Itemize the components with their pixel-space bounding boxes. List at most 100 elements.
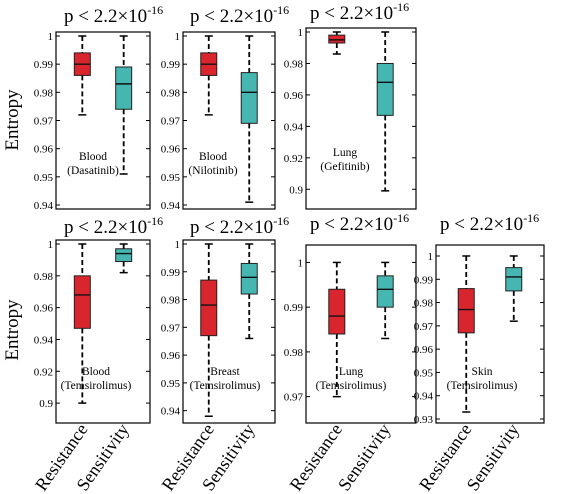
box-resistance xyxy=(200,35,218,116)
panel-annotation: (Temsirolimus) xyxy=(316,380,387,392)
y-tick-label: 0.98 xyxy=(414,298,434,310)
y-tick-label: 0.97 xyxy=(161,116,181,128)
box-iqr xyxy=(505,267,523,292)
y-tick-label: 0.97 xyxy=(284,392,304,404)
y-tick-label: 1 xyxy=(298,27,304,39)
y-tick-label: 0.97 xyxy=(34,116,54,128)
box-sensitivity xyxy=(376,261,394,340)
panel-title: p < 2.2×10-16 xyxy=(64,3,163,27)
box-iqr xyxy=(328,34,346,44)
y-tick-label: 0.94 xyxy=(161,406,181,418)
panel-annotation: Blood xyxy=(82,366,110,378)
y-tick-label: 0.9 xyxy=(39,398,53,410)
box-resistance xyxy=(328,261,346,398)
y-tick-label: 0.95 xyxy=(161,172,181,184)
plot-frame xyxy=(305,244,417,424)
y-tick-label: 0.95 xyxy=(161,378,181,390)
y-tick-label: 1 xyxy=(48,239,54,251)
box-resistance xyxy=(200,243,218,417)
y-tick-label: 0.94 xyxy=(414,391,434,403)
box-iqr xyxy=(376,62,394,116)
plot-frame xyxy=(435,244,545,424)
y-tick-label: 0.98 xyxy=(34,271,54,283)
y-tick-label: 1 xyxy=(175,239,181,251)
panel-annotation: Blood xyxy=(79,151,107,163)
y-tick-label: 1 xyxy=(428,251,434,263)
y-tick-label: 1 xyxy=(298,257,304,269)
box-panel-3: 0.9 0.92 0.94 0.96 0.98 1 p < 2.2×10-16 Lung (Ge… xyxy=(284,0,417,210)
y-tick-label: 0.9 xyxy=(289,184,303,196)
panels-group: 0.94 0.95 0.96 0.97 0.98 0.99 1 p < 2.2×10-16 Bl… xyxy=(34,0,545,426)
box-iqr xyxy=(240,72,258,124)
panel-annotation: (Nilotinib) xyxy=(188,165,237,177)
plot-frame xyxy=(182,239,276,424)
panel-annotation: (Gefitinib) xyxy=(320,161,369,173)
box-panel-6: 0.97 0.98 0.99 1 p < 2.2×10-16 Lung (Temsiroli… xyxy=(284,211,417,424)
box-panel-5: 0.94 0.95 0.96 0.97 0.98 0.99 1 p < 2.2×10-16 Br… xyxy=(161,214,289,424)
box-resistance xyxy=(73,243,91,404)
box-sensitivity xyxy=(376,31,394,192)
box-panel-7: 0.93 0.94 0.95 0.96 0.97 0.98 0.99 1 p < 2.2×10-… xyxy=(414,211,545,426)
box-sensitivity xyxy=(505,255,523,322)
y-tick-label: 0.95 xyxy=(414,367,434,379)
plot-frame xyxy=(55,239,151,424)
y-tick-label: 0.94 xyxy=(161,200,181,212)
panel-annotation: (Dasatinib) xyxy=(67,165,119,177)
box-iqr xyxy=(240,262,258,295)
box-iqr xyxy=(73,275,91,329)
box-sensitivity xyxy=(115,35,133,175)
box-sensitivity xyxy=(240,243,258,340)
y-tick-label: 0.99 xyxy=(284,302,304,314)
y-tick-label: 0.99 xyxy=(414,274,434,286)
box-iqr xyxy=(200,279,218,337)
box-iqr xyxy=(376,275,394,308)
y-tick-label: 0.96 xyxy=(161,350,181,362)
y-axis-label: Entropy xyxy=(2,299,23,361)
panel-annotation: Lung xyxy=(333,147,358,159)
y-tick-label: 0.96 xyxy=(284,90,304,102)
box-sensitivity xyxy=(240,35,258,203)
panel-annotation: (Temsirolimus) xyxy=(447,380,518,392)
panel-annotation: (Temsirolimus) xyxy=(190,380,261,392)
panel-title: p < 2.2×10-16 xyxy=(64,214,163,238)
y-tick-label: 0.95 xyxy=(34,172,54,184)
panel-annotation: Skin xyxy=(471,366,492,378)
y-tick-label: 0.97 xyxy=(161,322,181,334)
box-iqr xyxy=(328,288,346,335)
panel-annotation: Lung xyxy=(339,366,364,378)
y-axis-label: Entropy xyxy=(2,89,23,151)
panel-title: p < 2.2×10-16 xyxy=(190,3,289,27)
box-iqr xyxy=(457,288,475,334)
y-tick-label: 0.98 xyxy=(34,87,54,99)
panel-title: p < 2.2×10-16 xyxy=(310,211,409,235)
y-tick-label: 0.98 xyxy=(161,295,181,307)
y-tick-label: 0.94 xyxy=(284,121,304,133)
y-tick-label: 0.96 xyxy=(161,144,181,156)
y-tick-label: 0.92 xyxy=(284,153,303,165)
box-resistance xyxy=(457,255,475,413)
y-tick-label: 0.98 xyxy=(161,87,181,99)
box-panel-4: 0.9 0.92 0.94 0.96 0.98 1 p < 2.2×10-16 Blood (T… xyxy=(34,214,163,424)
panel-annotation: Breast xyxy=(210,366,240,378)
y-tick-label: 0.92 xyxy=(34,366,53,378)
y-tick-label: 1 xyxy=(48,31,54,43)
plot-frame xyxy=(55,31,151,210)
y-tick-label: 0.94 xyxy=(34,200,54,212)
panel-title: p < 2.2×10-16 xyxy=(440,211,539,235)
y-tick-label: 0.99 xyxy=(34,59,54,71)
y-tick-label: 0.94 xyxy=(34,334,54,346)
y-tick-label: 0.93 xyxy=(414,414,434,426)
y-tick-label: 0.99 xyxy=(161,59,181,71)
panel-title: p < 2.2×10-16 xyxy=(190,214,289,238)
box-resistance xyxy=(328,31,346,55)
y-tick-label: 0.99 xyxy=(161,267,181,279)
panel-title: p < 2.2×10-16 xyxy=(310,0,409,24)
y-tick-label: 0.97 xyxy=(414,321,434,333)
box-iqr xyxy=(115,248,133,262)
plot-frame xyxy=(182,31,276,210)
y-tick-label: 0.98 xyxy=(284,347,304,359)
box-sensitivity xyxy=(115,243,133,274)
y-tick-label: 0.96 xyxy=(34,144,54,156)
